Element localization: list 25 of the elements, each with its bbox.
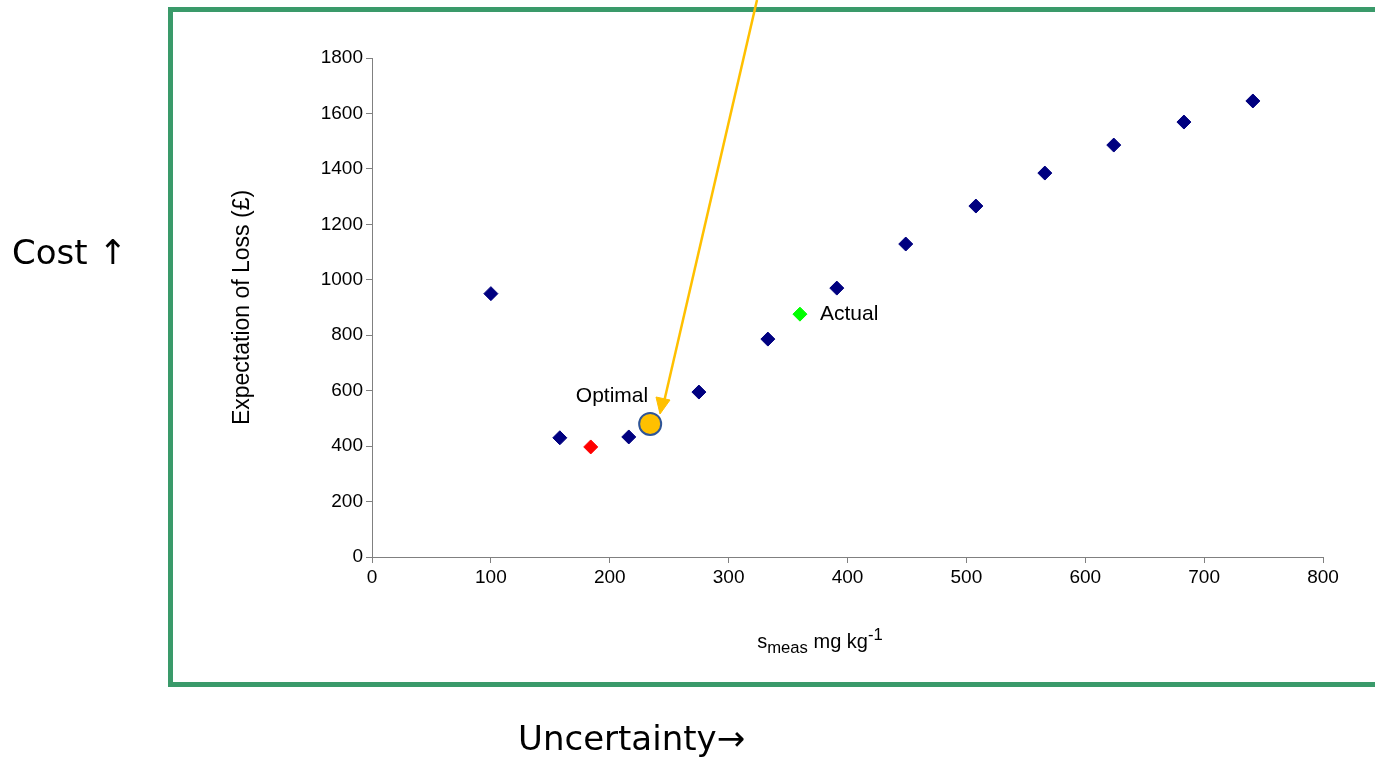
x-tick-label: 200	[593, 565, 626, 587]
x-tick-label: 700	[1188, 565, 1220, 587]
x-tick-label: 0	[366, 565, 378, 587]
x-tick-label: 500	[950, 565, 983, 587]
x-tick-label: 800	[1307, 565, 1339, 587]
text: Cost ↑	[12, 232, 127, 272]
y-tick-label: 400	[331, 434, 363, 456]
x-tick-label: 400	[831, 565, 864, 587]
y-tick-label: 0	[352, 545, 363, 567]
y-tick-label: 1000	[320, 268, 363, 290]
x-tick-label: 100	[475, 565, 507, 587]
x-tick-label: 600	[1069, 565, 1102, 587]
y-tick-label: 600	[331, 378, 363, 400]
text: Uncertainty→	[518, 718, 746, 758]
legend-label: Optimal	[575, 382, 649, 406]
y-tick-label: 800	[331, 323, 363, 345]
y-tick-label: 1200	[320, 212, 363, 234]
x-axis-title: s$_{meas}$ mg kg$^{-1}$	[756, 625, 884, 658]
y-axis-title: Expectation of Loss (£)	[228, 189, 255, 426]
y-tick-label: 1600	[320, 101, 363, 123]
y-tick-label: 1800	[320, 46, 363, 68]
x-tick-label: 300	[712, 565, 745, 587]
series-label: Actual	[819, 300, 879, 324]
y-tick-label: 1400	[320, 157, 363, 179]
y-tick-label: 200	[331, 489, 363, 511]
